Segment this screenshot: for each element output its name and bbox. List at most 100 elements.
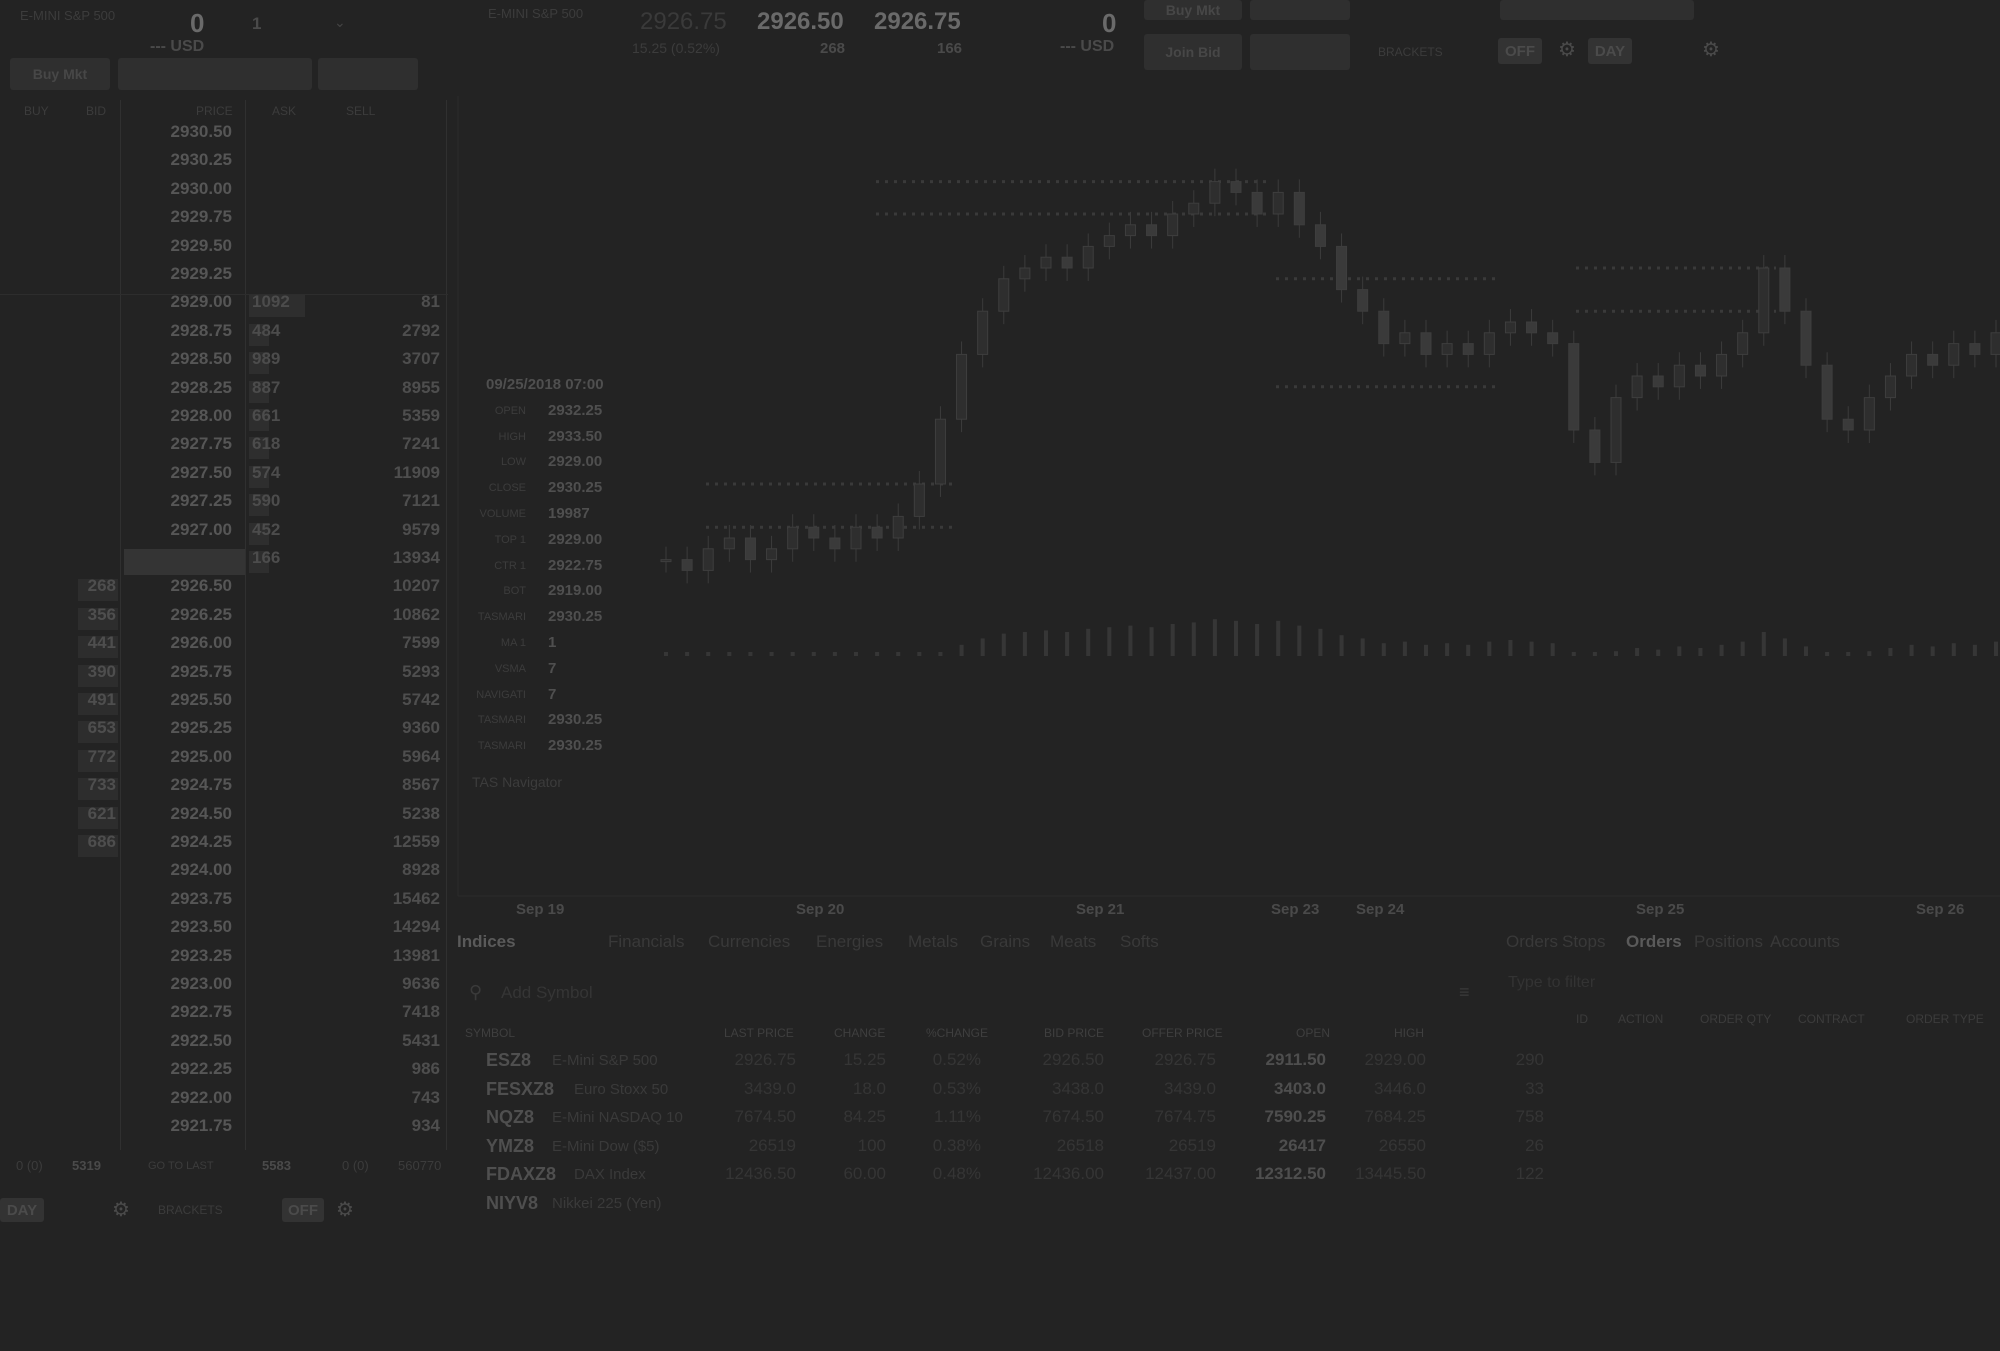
ladder-price-cell[interactable]: 2924.75 (170, 775, 232, 795)
orders-col-qty[interactable]: ORDER QTY (1700, 1012, 1772, 1026)
ladder-row[interactable]: 2929.00 1092 81 (0, 292, 448, 320)
ladder-price-cell[interactable]: 2926.25 (170, 604, 232, 624)
ladder-ask-cell[interactable]: 661 (252, 406, 281, 425)
ladder-sell-cell[interactable]: 5238 (402, 803, 440, 823)
watchlist-col-offer[interactable]: OFFER PRICE (1142, 1026, 1223, 1040)
watchlist-symbol[interactable]: FESXZ8 (486, 1078, 555, 1099)
ladder-price-cell[interactable]: 2922.75 (170, 1002, 232, 1022)
ladder-sell-cell[interactable]: 3707 (402, 349, 440, 369)
ladder-row[interactable]: 2930.25 (0, 150, 448, 178)
watchlist-col-last[interactable]: LAST PRICE (724, 1026, 794, 1040)
ladder-price-cell[interactable]: 2927.75 (170, 434, 232, 454)
ladder-sell-cell[interactable]: 14294 (392, 917, 440, 937)
watchlist-col-change[interactable]: CHANGE (834, 1026, 886, 1040)
ladder-row[interactable]: 2928.50 989 3707 (0, 349, 448, 377)
ladder-row[interactable]: 2929.25 (0, 264, 448, 292)
ladder-price-cell[interactable]: 2924.00 (170, 860, 232, 880)
ladder-row[interactable]: 2928.00 661 5359 (0, 406, 448, 434)
ladder-button-2[interactable] (118, 58, 312, 90)
watchlist-col-open[interactable]: OPEN (1296, 1026, 1331, 1040)
watchlist-tab-softs[interactable]: Softs (1120, 932, 1159, 951)
ladder-sell-cell[interactable]: 9579 (402, 519, 440, 539)
ladder-price-cell[interactable]: 2925.00 (170, 746, 232, 766)
chart-canvas[interactable]: Sep 19 Sep 20 Sep 21 Sep 23 Sep 24 Sep 25 Sep … (456, 86, 2000, 926)
ladder-price-cell[interactable]: 2921.75 (170, 1116, 232, 1135)
ladder-price-cell[interactable]: 2923.75 (170, 888, 232, 908)
ladder-price-cell[interactable]: 2926.50 (170, 576, 232, 596)
ladder-row[interactable]: 2923.00 9636 (0, 974, 448, 1002)
ladder-sell-cell[interactable]: 5359 (402, 406, 440, 425)
ladder-ask-cell[interactable]: 590 (252, 491, 281, 511)
watchlist-tab-indices[interactable]: Indices (457, 932, 516, 951)
ladder-price-cell[interactable]: 2929.25 (170, 264, 232, 283)
ladder-ask-cell[interactable]: 989 (252, 349, 281, 369)
ladder-off-toggle[interactable]: OFF (282, 1198, 324, 1222)
ladder-sell-cell[interactable]: 5293 (402, 661, 440, 681)
ladder-sell-cell[interactable]: 9360 (402, 718, 440, 738)
ladder-sell-cell[interactable]: 743 (411, 1087, 440, 1107)
ladder-row[interactable]: 356 2926.25 10862 (0, 605, 448, 633)
ladder-price-cell[interactable]: 2930.00 (170, 178, 232, 198)
watchlist-tab-energies[interactable]: Energies (816, 932, 884, 951)
ladder-sell-cell[interactable]: 5431 (402, 1030, 440, 1050)
ladder-row[interactable]: 686 2924.25 12559 (0, 832, 448, 860)
watchlist-symbol[interactable]: NIYV8 (486, 1193, 539, 1213)
ladder-sell-cell[interactable]: 7418 (402, 1002, 440, 1022)
ladder-button-3[interactable] (318, 58, 418, 90)
ladder-row[interactable]: 166 13934 (0, 548, 448, 576)
orders-tab[interactable]: Orders (1506, 932, 1558, 951)
buy-mkt-button[interactable]: Buy Mkt (10, 58, 110, 90)
ladder-bid-cell[interactable]: 653 (87, 718, 116, 738)
ladder-price-cell[interactable]: 2924.25 (170, 832, 232, 851)
ladder-sell-cell[interactable]: 13981 (392, 945, 440, 965)
gear-icon[interactable]: ⚙ (112, 1199, 130, 1221)
ladder-price-cell[interactable]: 2922.50 (170, 1030, 232, 1050)
ladder-row[interactable]: 2922.75 7418 (0, 1002, 448, 1030)
ladder-price-cell[interactable]: 2930.50 (170, 122, 232, 141)
ladder-price-cell[interactable]: 2922.25 (170, 1059, 232, 1079)
quote-off-toggle[interactable]: OFF (1498, 38, 1542, 64)
ladder-price-cell[interactable]: 2927.50 (170, 462, 232, 482)
chevron-down-icon[interactable]: ⌄ (334, 14, 346, 30)
watchlist-row[interactable]: ESZ8 E-Mini S&P 500 2926.75 15.25 0.52% 2926.… (0, 1050, 1544, 1079)
watchlist-row[interactable]: YMZ8 E-Mini Dow ($5) 26519 100 0.38% 26518 265… (0, 1135, 1544, 1165)
ladder-row[interactable]: 653 2925.25 9360 (0, 718, 448, 746)
ladder-bid-cell[interactable]: 491 (87, 690, 116, 709)
ladder-ask-cell[interactable]: 887 (252, 377, 281, 397)
ladder-sell-cell[interactable]: 12559 (392, 832, 440, 851)
ladder-sell-cell[interactable]: 986 (411, 1059, 440, 1079)
ladder-row[interactable]: 2929.75 (0, 207, 448, 235)
orders-tab[interactable]: Accounts (1770, 932, 1840, 951)
quote-buy-mkt-button[interactable]: Buy Mkt (1144, 0, 1242, 20)
watchlist-symbol[interactable]: YMZ8 (486, 1135, 535, 1156)
ladder-row[interactable]: 390 2925.75 5293 (0, 662, 448, 690)
watchlist-symbol[interactable]: FDAXZ8 (486, 1164, 557, 1185)
ladder-price-cell[interactable]: 2925.25 (170, 718, 232, 738)
orders-tab[interactable]: Stops (1562, 932, 1606, 951)
watchlist-col-bid[interactable]: BID PRICE (1044, 1026, 1105, 1040)
ladder-row[interactable]: 2928.25 887 8955 (0, 378, 448, 406)
watchlist-col-high[interactable]: HIGH (1394, 1026, 1424, 1040)
ladder-row[interactable]: 2921.75 934 (0, 1116, 448, 1144)
watchlist-col-pctchange[interactable]: %CHANGE (926, 1026, 989, 1040)
ladder-row[interactable]: 2928.75 484 2792 (0, 321, 448, 349)
gear-icon[interactable]: ⚙ (336, 1199, 354, 1221)
watchlist-tab-grains[interactable]: Grains (980, 932, 1031, 951)
ladder-sell-cell[interactable]: 7241 (402, 434, 440, 454)
ladder-row[interactable]: 441 2926.00 7599 (0, 633, 448, 661)
ladder-row[interactable]: 2923.50 14294 (0, 917, 448, 945)
ladder-row[interactable]: 2922.00 743 (0, 1088, 448, 1116)
go-to-last-button[interactable]: GO TO LAST (148, 1160, 214, 1172)
menu-icon[interactable]: ≡ (1459, 982, 1470, 1002)
price-chart[interactable]: Sep 19 Sep 20 Sep 21 Sep 23 Sep 24 Sep 25 Sep … (456, 86, 2000, 926)
quote-button-2[interactable] (1250, 0, 1350, 20)
ladder-price-cell[interactable]: 2926.00 (170, 633, 232, 653)
ladder-price-cell[interactable]: 2928.75 (170, 320, 232, 340)
ladder-row[interactable]: 2927.50 574 11909 (0, 463, 448, 491)
ladder-bid-cell[interactable]: 268 (87, 576, 116, 596)
ladder-ask-cell[interactable]: 618 (252, 434, 281, 454)
ladder-price-cell[interactable]: 2927.25 (170, 491, 232, 511)
quote-button-4[interactable] (1250, 34, 1350, 70)
ladder-sell-cell[interactable]: 5742 (402, 690, 440, 709)
ladder-bid-cell[interactable]: 686 (87, 832, 116, 851)
